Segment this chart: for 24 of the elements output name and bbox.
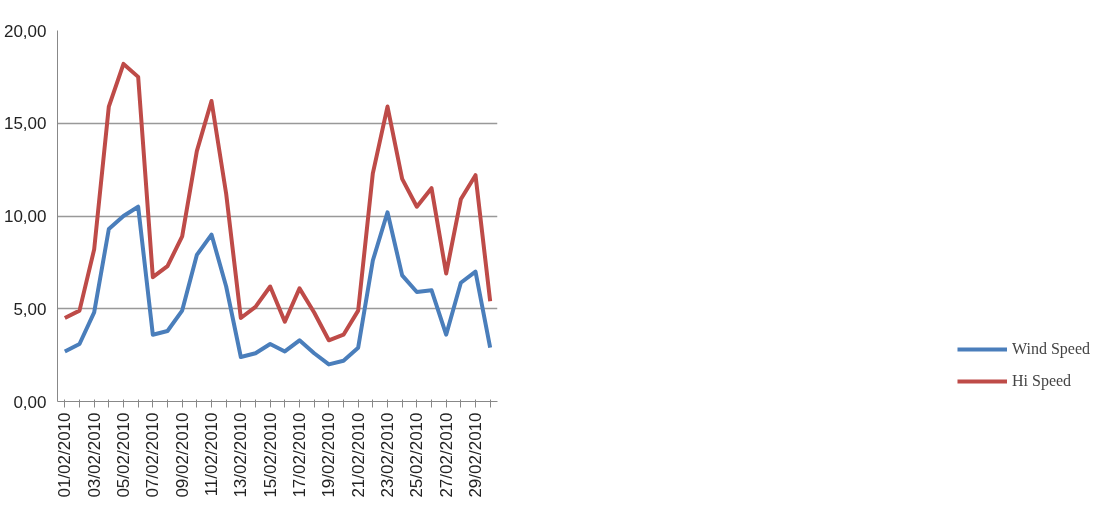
x-tick-label: 11/02/2010	[202, 412, 221, 497]
x-tick-label: 09/02/2010	[172, 412, 192, 498]
x-tick-label: 19/02/2010	[319, 412, 339, 498]
x-tick-label: 27/02/2010	[436, 412, 456, 498]
y-tick-label: 5,00	[13, 299, 47, 319]
x-tick-label: 13/02/2010	[231, 412, 251, 498]
x-tick-label: 03/02/2010	[84, 412, 104, 498]
y-tick-label: 0,00	[13, 392, 47, 412]
x-tick-label: 25/02/2010	[407, 412, 427, 498]
x-tick-label: 29/02/2010	[466, 412, 485, 498]
y-tick-label: 15,00	[3, 114, 47, 134]
x-tick-label: 23/02/2010	[378, 412, 397, 498]
x-tick-label: 07/02/2010	[143, 412, 163, 498]
y-tick-label: 10,00	[3, 207, 47, 226]
x-tick-label: 05/02/2010	[114, 412, 133, 498]
line-series	[62, 61, 493, 343]
x-tick-label: 15/02/2010	[260, 412, 280, 498]
x-tick-label: 17/02/2010	[290, 412, 309, 498]
x-tick-label: 01/02/2010	[55, 412, 75, 498]
legend-label: Hi Speed	[1011, 372, 1072, 390]
legend-label: Wind Speed	[1011, 340, 1090, 358]
line-series	[62, 204, 493, 367]
x-tick-label: 21/02/2010	[348, 412, 368, 498]
y-tick-label: 20,00	[3, 21, 47, 41]
